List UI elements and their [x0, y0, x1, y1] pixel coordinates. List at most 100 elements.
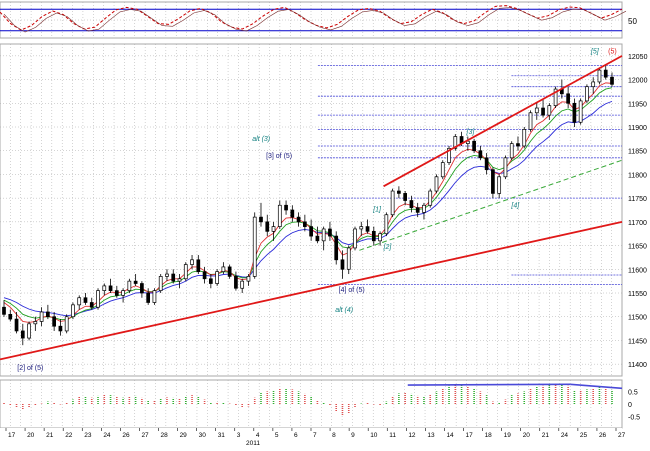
candle-body	[334, 235, 339, 261]
price-tick-label: 12000	[628, 78, 648, 85]
wave-annotation: [4]	[510, 203, 520, 210]
candle-body	[77, 297, 82, 306]
candle-body	[378, 233, 382, 242]
candle-body	[221, 266, 226, 273]
candle-body	[603, 69, 608, 78]
candle-body	[340, 259, 345, 270]
x-tick-label: 26	[122, 432, 130, 439]
candle-body	[509, 143, 514, 159]
macd-panel: -0.5 0 0.5	[0, 379, 640, 429]
candle-body	[578, 100, 583, 123]
candle-body	[516, 143, 520, 147]
price-tick-label: 12050	[628, 54, 648, 61]
candle-body	[271, 226, 276, 232]
x-tick-label: 30	[199, 432, 207, 439]
candle-body	[96, 290, 100, 308]
candle-body	[553, 88, 558, 107]
candle-body	[20, 330, 25, 339]
x-tick-label: 10	[370, 432, 378, 439]
candle-body	[89, 302, 94, 308]
trendline-dashed	[359, 159, 623, 251]
candle-body	[240, 280, 245, 289]
candle-body	[597, 69, 602, 83]
price-tick-label: 11550	[628, 291, 647, 298]
macd-tick-label: -0.5	[628, 415, 640, 422]
x-tick-label: 18	[485, 432, 493, 439]
candle-body	[252, 216, 257, 277]
price-tick-label: 11800	[628, 172, 647, 179]
price-tick-label: 11950	[628, 101, 647, 108]
candle-body	[133, 280, 138, 284]
x-tick-label: 22	[65, 432, 73, 439]
candle-body	[453, 136, 458, 149]
candle-body	[64, 316, 69, 332]
stoch-tick-label: 50	[628, 17, 637, 26]
x-tick-label: 29	[180, 432, 188, 439]
x-tick-label: 13	[427, 432, 435, 439]
x-tick-label: 5	[275, 432, 279, 439]
candle-body	[102, 285, 107, 291]
candle-body	[365, 226, 370, 232]
x-tick-label: 9	[351, 432, 355, 439]
candle-body	[171, 273, 176, 282]
candle-body	[227, 266, 232, 277]
candle-body	[39, 311, 44, 322]
x-tick-label: 14	[446, 432, 454, 439]
price-tick-label: 11400	[628, 362, 647, 369]
candle-body	[415, 207, 420, 213]
candle-body	[547, 105, 552, 116]
candle-body	[346, 247, 351, 270]
candle-body	[522, 129, 527, 147]
x-tick-label: 24	[103, 432, 111, 439]
candle-body	[303, 221, 307, 227]
x-tick-label: 6	[294, 432, 298, 439]
candle-body	[2, 306, 6, 315]
wave-annotation: [5]	[590, 48, 600, 55]
candle-body	[52, 316, 56, 327]
candle-body	[384, 214, 389, 235]
x-tick-label: 27	[141, 432, 149, 439]
x-tick-label: 12	[408, 432, 416, 439]
candle-body	[503, 157, 508, 178]
price-tick-label: 11450	[628, 338, 647, 345]
candle-body	[83, 297, 88, 303]
candle-body	[158, 276, 163, 291]
candle-body	[290, 209, 295, 218]
candle-body	[440, 162, 445, 178]
candle-body	[534, 107, 539, 114]
price-tick-label: 11750	[628, 196, 647, 203]
candle-body	[152, 290, 157, 303]
x-tick-label: 26	[599, 432, 607, 439]
x-axis: 17 20 21 22 23 24 26 27 28 29 30 31 3 4 5 6 7 8 9 10 11 12 13 1…	[0, 428, 626, 447]
candle-body	[610, 76, 614, 85]
wave-annotation: alt (3)	[252, 136, 270, 143]
x-tick-label: 20	[523, 432, 531, 439]
wave-annotation: [1]	[372, 206, 382, 213]
candle-body	[215, 271, 219, 284]
candle-body	[328, 228, 332, 237]
macd-trendline	[570, 383, 623, 390]
x-tick-label: 17	[466, 432, 474, 439]
macd-tick-label: 0.5	[628, 389, 638, 396]
candle-body	[58, 325, 63, 332]
candle-body	[409, 200, 414, 208]
candle-body	[397, 190, 401, 194]
macd-trendline	[407, 383, 571, 386]
candle-body	[491, 169, 495, 194]
candle-body	[371, 230, 376, 242]
candle-body	[121, 290, 125, 296]
candle-body	[265, 221, 270, 232]
x-tick-label: 17	[8, 432, 16, 439]
candle-body	[465, 140, 470, 144]
x-tick-label: 21	[46, 432, 54, 439]
ma-red-line	[3, 82, 613, 323]
candle-body	[234, 276, 238, 289]
wave-annotation: [2]	[383, 244, 393, 251]
macd-tick-label: 0	[628, 402, 632, 409]
candle-body	[434, 176, 439, 192]
candle-body	[296, 216, 301, 223]
x-tick-label: 24	[561, 432, 569, 439]
candle-body	[140, 283, 144, 294]
candle-body	[33, 321, 38, 325]
